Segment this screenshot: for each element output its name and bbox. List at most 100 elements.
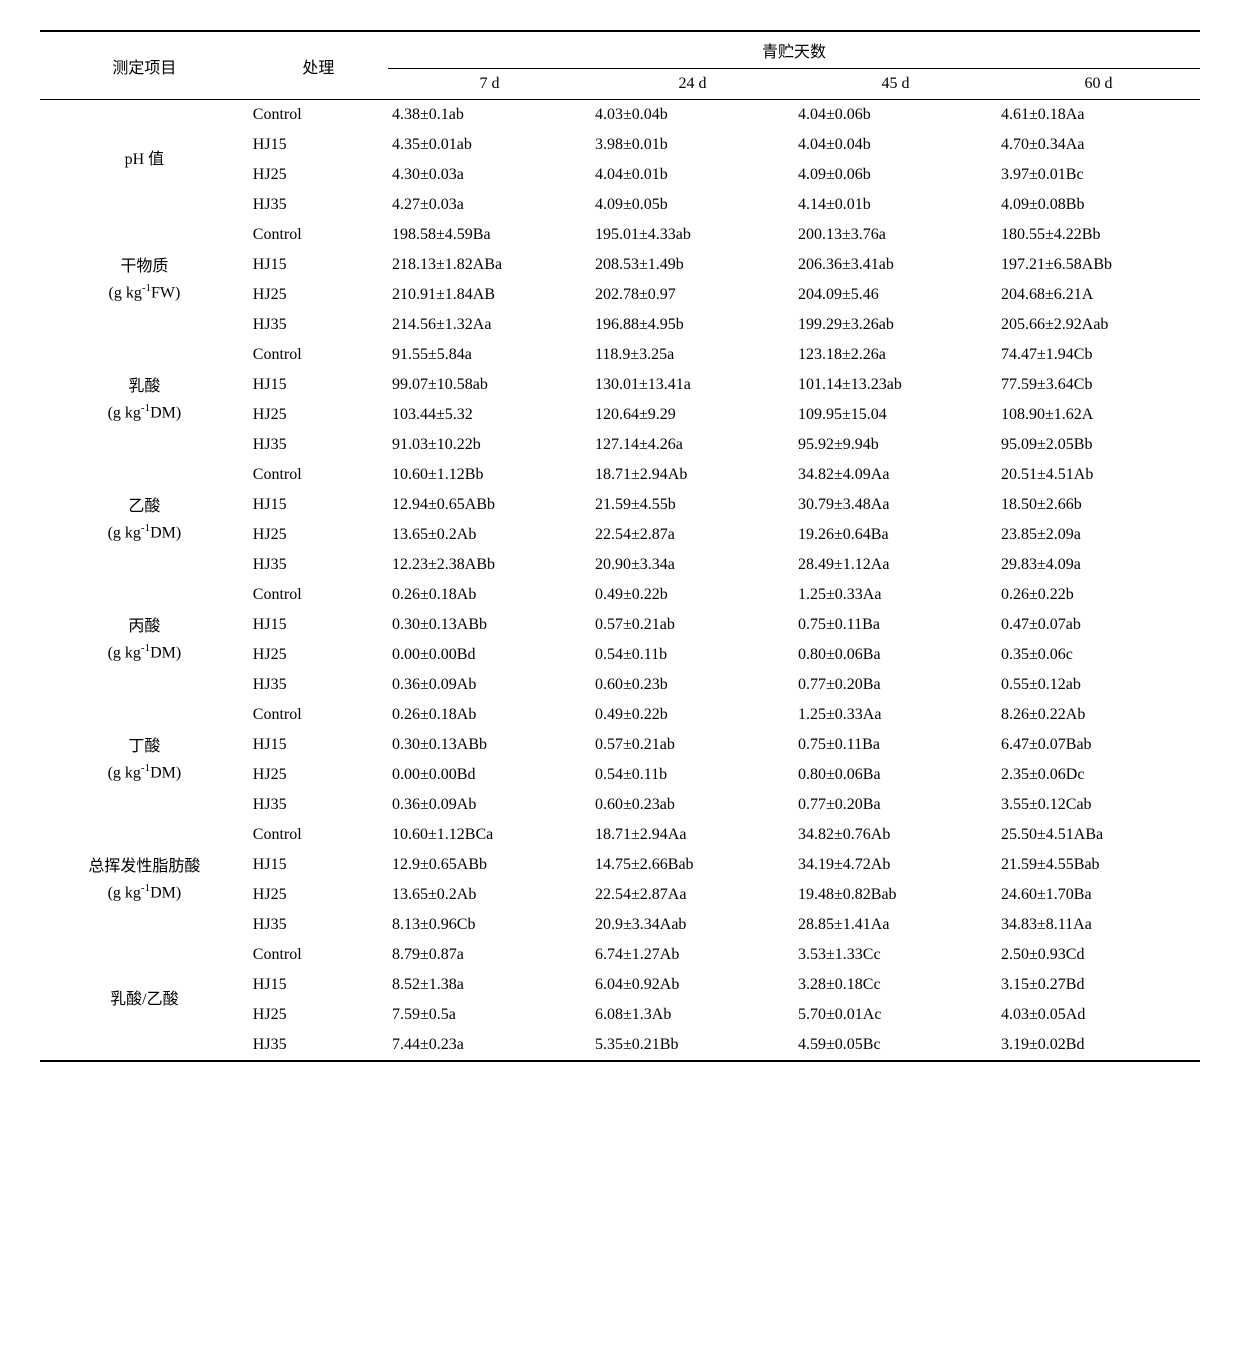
- value-cell: 3.55±0.12Cab: [997, 790, 1200, 820]
- metric-label: pH 值: [40, 100, 249, 221]
- table-row: 乙酸(g kg-1DM)Control10.60±1.12Bb18.71±2.9…: [40, 460, 1200, 490]
- value-cell: 0.55±0.12ab: [997, 670, 1200, 700]
- value-cell: 91.55±5.84a: [388, 340, 591, 370]
- treatment-label: HJ35: [249, 1030, 388, 1061]
- value-cell: 21.59±4.55Bab: [997, 850, 1200, 880]
- value-cell: 197.21±6.58ABb: [997, 250, 1200, 280]
- value-cell: 18.71±2.94Aa: [591, 820, 794, 850]
- value-cell: 12.9±0.65ABb: [388, 850, 591, 880]
- value-cell: 19.26±0.64Ba: [794, 520, 997, 550]
- value-cell: 0.54±0.11b: [591, 760, 794, 790]
- value-cell: 0.36±0.09Ab: [388, 670, 591, 700]
- treatment-label: HJ25: [249, 760, 388, 790]
- metric-label: 丁酸(g kg-1DM): [40, 700, 249, 820]
- value-cell: 4.59±0.05Bc: [794, 1030, 997, 1061]
- metric-label: 干物质(g kg-1FW): [40, 220, 249, 340]
- value-cell: 200.13±3.76a: [794, 220, 997, 250]
- value-cell: 205.66±2.92Aab: [997, 310, 1200, 340]
- value-cell: 0.80±0.06Ba: [794, 760, 997, 790]
- value-cell: 196.88±4.95b: [591, 310, 794, 340]
- value-cell: 8.26±0.22Ab: [997, 700, 1200, 730]
- treatment-label: HJ25: [249, 280, 388, 310]
- value-cell: 0.60±0.23ab: [591, 790, 794, 820]
- value-cell: 0.00±0.00Bd: [388, 640, 591, 670]
- value-cell: 13.65±0.2Ab: [388, 520, 591, 550]
- value-cell: 204.09±5.46: [794, 280, 997, 310]
- value-cell: 6.47±0.07Bab: [997, 730, 1200, 760]
- value-cell: 10.60±1.12BCa: [388, 820, 591, 850]
- value-cell: 180.55±4.22Bb: [997, 220, 1200, 250]
- value-cell: 0.54±0.11b: [591, 640, 794, 670]
- metric-label: 乳酸/乙酸: [40, 940, 249, 1061]
- table-row: pH 值Control4.38±0.1ab4.03±0.04b4.04±0.06…: [40, 100, 1200, 131]
- value-cell: 0.57±0.21ab: [591, 730, 794, 760]
- value-cell: 208.53±1.49b: [591, 250, 794, 280]
- value-cell: 12.23±2.38ABb: [388, 550, 591, 580]
- header-day-7: 7 d: [388, 69, 591, 100]
- value-cell: 20.90±3.34a: [591, 550, 794, 580]
- value-cell: 218.13±1.82ABa: [388, 250, 591, 280]
- value-cell: 3.53±1.33Cc: [794, 940, 997, 970]
- value-cell: 4.03±0.04b: [591, 100, 794, 131]
- value-cell: 34.82±4.09Aa: [794, 460, 997, 490]
- treatment-label: HJ35: [249, 190, 388, 220]
- value-cell: 24.60±1.70Ba: [997, 880, 1200, 910]
- value-cell: 23.85±2.09a: [997, 520, 1200, 550]
- treatment-label: HJ25: [249, 880, 388, 910]
- value-cell: 0.26±0.18Ab: [388, 700, 591, 730]
- value-cell: 130.01±13.41a: [591, 370, 794, 400]
- value-cell: 4.61±0.18Aa: [997, 100, 1200, 131]
- metric-label: 乳酸(g kg-1DM): [40, 340, 249, 460]
- value-cell: 5.35±0.21Bb: [591, 1030, 794, 1061]
- treatment-label: HJ15: [249, 970, 388, 1000]
- treatment-label: Control: [249, 700, 388, 730]
- value-cell: 118.9±3.25a: [591, 340, 794, 370]
- treatment-label: HJ35: [249, 910, 388, 940]
- silage-data-table: 测定项目 处理 青贮天数 7 d 24 d 45 d 60 d pH 值Cont…: [40, 30, 1200, 1062]
- treatment-label: Control: [249, 340, 388, 370]
- value-cell: 19.48±0.82Bab: [794, 880, 997, 910]
- treatment-label: Control: [249, 220, 388, 250]
- treatment-label: HJ15: [249, 130, 388, 160]
- value-cell: 7.44±0.23a: [388, 1030, 591, 1061]
- value-cell: 4.30±0.03a: [388, 160, 591, 190]
- value-cell: 4.70±0.34Aa: [997, 130, 1200, 160]
- value-cell: 0.49±0.22b: [591, 700, 794, 730]
- header-treatment: 处理: [249, 31, 388, 100]
- table-row: 丁酸(g kg-1DM)Control0.26±0.18Ab0.49±0.22b…: [40, 700, 1200, 730]
- header-day-60: 60 d: [997, 69, 1200, 100]
- value-cell: 198.58±4.59Ba: [388, 220, 591, 250]
- treatment-label: Control: [249, 940, 388, 970]
- value-cell: 12.94±0.65ABb: [388, 490, 591, 520]
- value-cell: 0.75±0.11Ba: [794, 610, 997, 640]
- treatment-label: HJ25: [249, 520, 388, 550]
- treatment-label: HJ35: [249, 670, 388, 700]
- header-metric: 测定项目: [40, 31, 249, 100]
- treatment-label: HJ15: [249, 250, 388, 280]
- value-cell: 20.9±3.34Aab: [591, 910, 794, 940]
- table-row: 丙酸(g kg-1DM)Control0.26±0.18Ab0.49±0.22b…: [40, 580, 1200, 610]
- value-cell: 204.68±6.21A: [997, 280, 1200, 310]
- value-cell: 2.35±0.06Dc: [997, 760, 1200, 790]
- value-cell: 22.54±2.87a: [591, 520, 794, 550]
- value-cell: 202.78±0.97: [591, 280, 794, 310]
- value-cell: 77.59±3.64Cb: [997, 370, 1200, 400]
- value-cell: 4.03±0.05Ad: [997, 1000, 1200, 1030]
- treatment-label: HJ15: [249, 850, 388, 880]
- value-cell: 20.51±4.51Ab: [997, 460, 1200, 490]
- value-cell: 4.04±0.04b: [794, 130, 997, 160]
- treatment-label: HJ25: [249, 1000, 388, 1030]
- value-cell: 0.60±0.23b: [591, 670, 794, 700]
- value-cell: 4.35±0.01ab: [388, 130, 591, 160]
- value-cell: 1.25±0.33Aa: [794, 700, 997, 730]
- value-cell: 123.18±2.26a: [794, 340, 997, 370]
- value-cell: 6.04±0.92Ab: [591, 970, 794, 1000]
- metric-label: 丙酸(g kg-1DM): [40, 580, 249, 700]
- value-cell: 3.98±0.01b: [591, 130, 794, 160]
- value-cell: 8.52±1.38a: [388, 970, 591, 1000]
- value-cell: 30.79±3.48Aa: [794, 490, 997, 520]
- value-cell: 91.03±10.22b: [388, 430, 591, 460]
- value-cell: 0.26±0.22b: [997, 580, 1200, 610]
- treatment-label: HJ35: [249, 790, 388, 820]
- value-cell: 8.79±0.87a: [388, 940, 591, 970]
